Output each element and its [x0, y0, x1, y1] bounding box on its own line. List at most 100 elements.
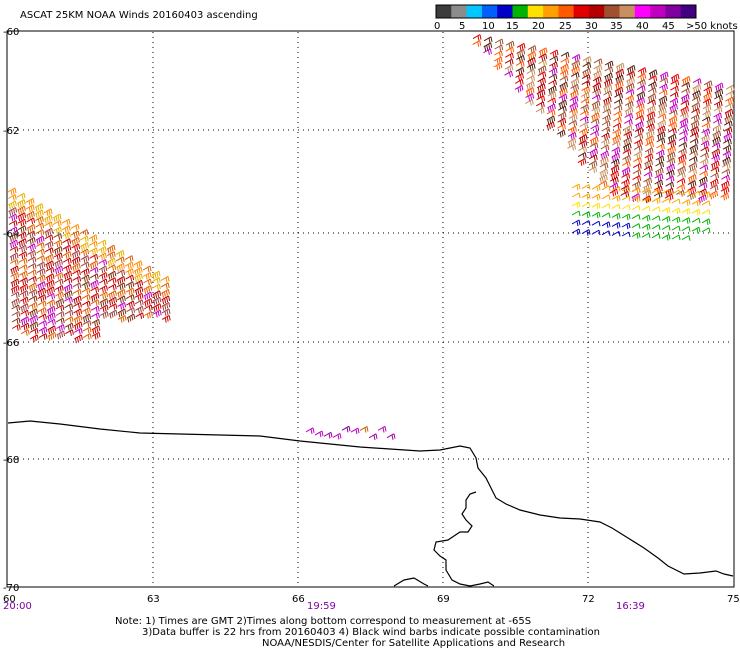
wind-barb [107, 283, 117, 291]
wind-barb [670, 73, 680, 83]
wind-barb [35, 242, 45, 249]
wind-barb [647, 93, 657, 103]
wind-barb [721, 168, 731, 176]
wind-barb [664, 193, 674, 201]
wind-barb [600, 150, 609, 160]
wind-barb [135, 312, 145, 319]
wind-barb [602, 96, 612, 106]
wind-barb [691, 217, 701, 224]
wind-barb [641, 196, 651, 204]
wind-barb [709, 190, 719, 200]
wind-barb [547, 91, 557, 100]
wind-barb [28, 295, 38, 303]
wind-barb [134, 279, 144, 288]
wind-barb [591, 220, 601, 227]
wind-barb [571, 201, 581, 209]
colorbar-label-30: 30 [585, 21, 598, 32]
wind-barb [712, 130, 722, 140]
wind-barb [600, 144, 610, 152]
wind-barb [35, 229, 45, 236]
wind-barb [588, 154, 598, 161]
wind-barb [152, 290, 162, 300]
wind-barb [611, 146, 621, 155]
wind-barb [711, 142, 721, 150]
wind-barb [74, 334, 83, 344]
note-line-2: 3)Data buffer is 22 hrs from 20160403 4)… [142, 627, 600, 638]
wind-barb [79, 229, 89, 236]
wind-barb [641, 223, 651, 231]
wind-barb [54, 265, 64, 275]
wind-barb [62, 244, 72, 253]
wind-barb [625, 82, 635, 92]
wind-barb [504, 58, 514, 66]
wind-barb [535, 107, 545, 114]
wind-barb [624, 112, 634, 120]
wind-barb [710, 172, 719, 180]
wind-barb [43, 208, 53, 217]
wind-barb [681, 226, 691, 232]
wind-barb [657, 113, 667, 121]
wind-barbs [7, 34, 735, 440]
colorbar-label-40: 40 [636, 21, 649, 32]
wind-barb [54, 272, 64, 280]
wind-barb [558, 93, 568, 102]
wind-barb [20, 329, 30, 336]
wind-barb [603, 90, 612, 98]
wind-barb [82, 313, 92, 323]
wind-barb [701, 227, 711, 233]
wind-barb [134, 299, 144, 306]
wind-barb [691, 108, 700, 115]
wind-barb [651, 206, 661, 212]
wind-barb [64, 316, 74, 323]
wind-barb [18, 244, 28, 253]
wind-barb [700, 146, 710, 153]
wind-barb [108, 296, 118, 306]
wind-barb [126, 300, 135, 309]
wind-barb [73, 308, 83, 317]
wind-barb [559, 69, 569, 78]
wind-barb [36, 274, 46, 283]
wind-barb [56, 324, 65, 332]
wind-barb [690, 114, 700, 122]
wind-barb [26, 210, 35, 220]
wind-barb [681, 81, 691, 89]
colorbar-swatch [619, 5, 636, 18]
wind-barb [601, 230, 611, 236]
wind-barb [557, 111, 567, 120]
wind-barb [549, 49, 559, 58]
wind-barb [61, 218, 71, 226]
colorbar-swatch [665, 5, 682, 18]
wind-barb [657, 119, 667, 129]
wind-barb [698, 194, 707, 204]
wind-barb [601, 221, 611, 228]
wind-barb [699, 164, 709, 171]
wind-barb [18, 238, 27, 248]
footnotes: Note: 1) Times are GMT 2)Times along bot… [115, 616, 600, 649]
wind-barb [493, 62, 503, 71]
wind-barb [681, 217, 691, 224]
wind-barb [601, 132, 610, 141]
wind-barb [45, 253, 54, 263]
wind-barb [17, 218, 27, 227]
colorbar-swatch [558, 5, 575, 18]
wind-barb [16, 192, 26, 200]
wind-barb [578, 140, 588, 148]
wind-barb [681, 235, 691, 241]
wind-barb [656, 137, 666, 145]
wind-barb [610, 158, 620, 167]
wind-barb [62, 238, 72, 245]
wind-barb [143, 304, 153, 312]
wind-barb [709, 178, 719, 188]
lat-label-60: -60 [3, 27, 19, 38]
wind-barb [64, 309, 74, 317]
wind-barb [91, 312, 100, 319]
wind-barb [142, 272, 152, 280]
wind-barb [641, 205, 651, 212]
wind-barb [601, 185, 611, 191]
wind-barb [44, 234, 54, 241]
wind-barb [725, 96, 734, 105]
wind-barb [106, 244, 116, 254]
wind-barb [581, 229, 591, 236]
wind-barb [671, 198, 681, 205]
wind-barb [626, 76, 635, 86]
